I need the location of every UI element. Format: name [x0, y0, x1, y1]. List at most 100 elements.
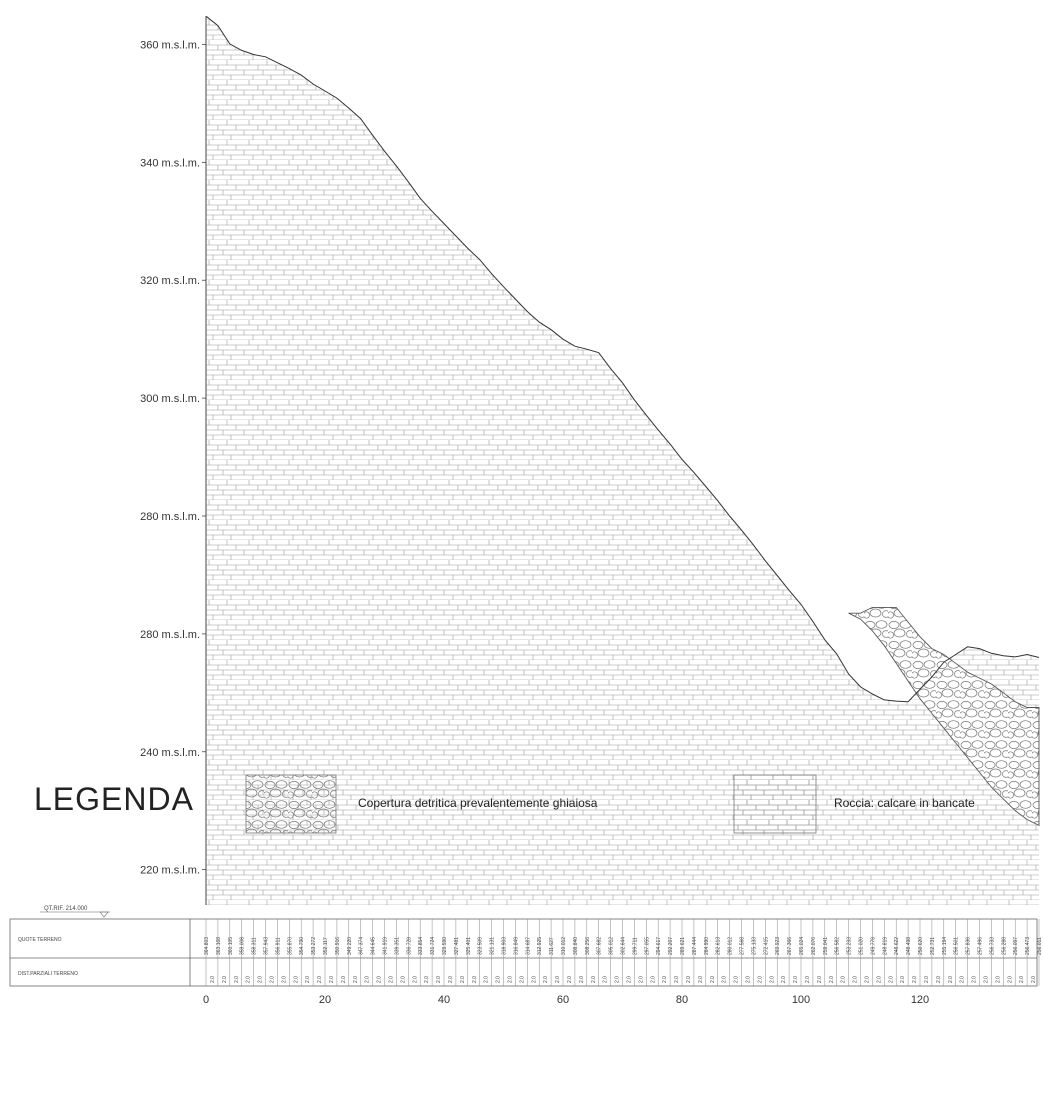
ground-elevation-value: 356.911 [275, 937, 281, 955]
debris-fill [848, 606, 1040, 827]
partial-distance-value: 2.0 [864, 976, 870, 983]
profile-data-table: QUOTE TERRENO DIST.PARZIALI TERRENO 364.80… [9, 918, 1043, 987]
ground-elevation-value: 248.622 [894, 937, 900, 955]
reference-level-marker: QT.RIF. 214.000 [40, 906, 110, 918]
debris-cover-area [848, 606, 1040, 827]
partial-distance-value: 2.0 [507, 976, 513, 983]
row-label-distances: DIST.PARZIALI TERRENO [18, 971, 78, 977]
ground-elevation-value: 341.919 [383, 937, 389, 955]
partial-distance-value: 2.0 [1007, 976, 1013, 983]
ground-elevation-value: 333.854 [418, 937, 424, 955]
partial-distance-value: 2.0 [543, 976, 549, 983]
ground-elevation-value: 284.990 [704, 937, 710, 955]
ground-elevation-value: 316.849 [513, 937, 519, 955]
partial-distance-value: 2.0 [805, 976, 811, 983]
ground-elevation-value: 256.011 [1037, 937, 1043, 955]
y-tick-label: 280 m.s.l.m. [140, 511, 200, 523]
ground-elevation-value: 312.925 [537, 937, 543, 955]
x-tick-label: 0 [203, 994, 209, 1006]
ground-elevation-value: 287.444 [692, 937, 698, 955]
partial-distance-value: 2.0 [757, 976, 763, 983]
ground-elevation-value: 331.724 [430, 937, 436, 955]
partial-distance-value: 2.0 [460, 976, 466, 983]
y-tick-label: 280 m.s.l.m. [140, 629, 200, 641]
ground-elevation-value: 256.582 [835, 937, 841, 955]
partial-distance-value: 2.0 [305, 976, 311, 983]
partial-distance-value: 2.0 [698, 976, 704, 983]
partial-distance-value: 2.0 [484, 976, 490, 983]
ground-elevation-value: 256.097 [1013, 937, 1019, 955]
ground-elevation-value: 251.020 [859, 937, 865, 955]
partial-distance-value: 2.0 [972, 976, 978, 983]
ground-elevation-value: 363.168 [216, 937, 222, 955]
ground-elevation-value: 350.916 [335, 937, 341, 955]
partial-distance-value: 2.0 [650, 976, 656, 983]
partial-distance-value: 2.0 [793, 976, 799, 983]
ground-elevation-value: 267.366 [787, 937, 793, 955]
partial-distance-value: 2.0 [317, 976, 323, 983]
ground-elevation-value: 357.943 [264, 937, 270, 955]
ground-elevation-value: 347.374 [359, 937, 365, 955]
partial-distance-value: 2.0 [555, 976, 561, 983]
ground-elevation-value: 262.076 [811, 937, 817, 955]
ground-elevation-value: 305.012 [609, 937, 615, 955]
ground-elevation-value: 256.733 [989, 937, 995, 955]
partial-distance-value: 2.0 [365, 976, 371, 983]
rock-limestone-area [206, 16, 1039, 905]
ground-elevation-value: 364.803 [204, 937, 210, 955]
row-label-elevations: QUOTE TERRENO [18, 937, 62, 943]
reference-level-triangle [99, 911, 109, 918]
ground-line [205, 15, 1040, 703]
partial-distance-value: 2.0 [293, 976, 299, 983]
partial-distance-value: 2.0 [686, 976, 692, 983]
partial-distance-value: 2.0 [769, 976, 775, 983]
partial-distance-value: 2.0 [626, 976, 632, 983]
ground-elevation-value: 307.682 [597, 937, 603, 955]
partial-distance-value: 2.0 [341, 976, 347, 983]
partial-distance-value: 2.0 [353, 976, 359, 983]
ground-elevation-value: 349.220 [347, 937, 353, 955]
partial-distance-value: 2.0 [900, 976, 906, 983]
ground-elevation-value: 256.501 [954, 937, 960, 955]
ground-elevation-value: 282.613 [716, 937, 722, 955]
legend-rock-label: Roccia: calcare in bancate [834, 796, 975, 810]
partial-distance-value: 2.0 [222, 976, 228, 983]
partial-distance-value: 2.0 [210, 976, 216, 983]
partial-distance-value: 2.0 [329, 976, 335, 983]
ground-elevation-value: 272.415 [763, 937, 769, 955]
partial-distance-value: 2.0 [603, 976, 609, 983]
ground-elevation-value: 265.024 [799, 937, 805, 955]
ground-elevation-value: 344.645 [371, 937, 377, 955]
partial-distance-value: 2.0 [567, 976, 573, 983]
distance-axis: 0 20 40 60 80 100 120 [203, 994, 929, 1006]
partial-distance-value: 2.0 [781, 976, 787, 983]
ground-elevation-value: 318.903 [502, 937, 508, 955]
legend-debris-label: Copertura detritica prevalentemente ghia… [358, 796, 598, 810]
ground-elevation-value: 354.790 [299, 937, 305, 955]
partial-distance-value: 2.0 [817, 976, 823, 983]
x-tick-label: 120 [911, 994, 929, 1006]
partial-distance-value: 2.0 [412, 976, 418, 983]
partial-distance-value: 2.0 [448, 976, 454, 983]
partial-distance-value: 2.0 [472, 976, 478, 983]
ground-elevation-value: 256.288 [1001, 937, 1007, 955]
reference-level-label: QT.RIF. 214.000 [44, 906, 88, 912]
ground-elevation-value: 360.105 [228, 937, 234, 955]
partial-distance-value: 2.0 [841, 976, 847, 983]
x-tick-label: 80 [676, 994, 688, 1006]
partial-distance-value: 2.0 [388, 976, 394, 983]
partial-distance-value: 2.0 [269, 976, 275, 983]
partial-distance-value: 2.0 [234, 976, 240, 983]
rock-fill [206, 16, 1039, 905]
partial-distance-value: 2.0 [912, 976, 918, 983]
partial-distance-value: 2.0 [281, 976, 287, 983]
ground-elevation-value: 355.870 [287, 937, 293, 955]
ground-elevation-value: 294.617 [656, 937, 662, 955]
ground-elevation-value: 321.131 [490, 937, 496, 955]
partial-distance-value: 2.0 [615, 976, 621, 983]
ground-elevation-value: 289.621 [680, 937, 686, 955]
ground-elevation-value: 252.731 [930, 937, 936, 955]
ground-elevation-value: 323.509 [478, 937, 484, 955]
partial-distance-value: 2.0 [674, 976, 680, 983]
